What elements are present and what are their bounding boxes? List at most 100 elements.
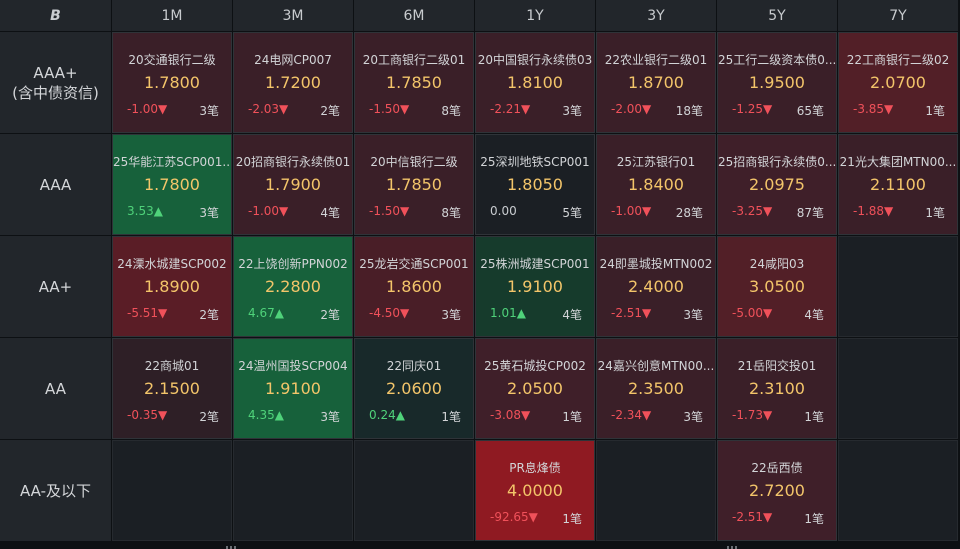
bond-cell[interactable]: 24咸阳03 3.0500 -5.00▼ 4笔 [717,236,837,337]
trade-count: 3笔 [562,104,582,118]
yield-change: -1.00▼ [127,102,168,116]
column-header-6m[interactable]: 6M [354,0,474,31]
trade-count: 2笔 [199,308,219,322]
bond-cell[interactable]: 20工商银行二级01 1.7850 -1.50▼ 8笔 [354,32,474,133]
bond-name: 25龙岩交通SCP001 [359,257,469,271]
trade-count: 4笔 [804,308,824,322]
bond-cell[interactable]: 20交通银行二级 1.7800 -1.00▼ 3笔 [112,32,232,133]
bond-cell[interactable]: 25龙岩交通SCP001 1.8600 -4.50▼ 3笔 [354,236,474,337]
bond-yield: 2.0500 [507,379,563,398]
yield-change: -92.65▼ [490,510,538,524]
bond-name: 25深圳地铁SCP001 [480,155,590,169]
yield-change: -2.51▼ [611,306,652,320]
trade-count: 28笔 [675,206,703,220]
trade-count: 2笔 [320,308,340,322]
bond-yield: 1.9100 [507,277,563,296]
bond-cell[interactable]: 22商城01 2.1500 -0.35▼ 2笔 [112,338,232,439]
trade-count: 1笔 [804,410,824,424]
bond-yield: 1.7850 [386,73,442,92]
yield-change: 0.24▲ [369,408,405,422]
yield-change: -0.35▼ [127,408,168,422]
trade-count: 3笔 [320,410,340,424]
bond-name: 22商城01 [144,359,200,373]
bond-cell[interactable]: 22工商银行二级02 2.0700 -3.85▼ 1笔 [838,32,958,133]
yield-change: 4.67▲ [248,306,284,320]
bond-cell[interactable]: 25招商银行永续债0... 2.0975 -3.25▼ 87笔 [717,134,837,235]
yield-change: -1.50▼ [369,102,410,116]
bond-cell[interactable]: 20中信银行二级 1.7850 -1.50▼ 8笔 [354,134,474,235]
yield-change: 1.01▲ [490,306,526,320]
app-logo-icon: B [0,0,111,31]
column-header-3m[interactable]: 3M [233,0,353,31]
bond-cell[interactable]: 21光大集团MTN00... 2.1100 -1.88▼ 1笔 [838,134,958,235]
bond-cell[interactable]: 20中国银行永续债03 1.8100 -2.21▼ 3笔 [475,32,595,133]
bond-yield: 2.0700 [870,73,926,92]
bond-yield: 1.7200 [265,73,321,92]
bond-cell[interactable]: 25工行二级资本债0... 1.9500 -1.25▼ 65笔 [717,32,837,133]
bond-name: 22工商银行二级02 [846,53,950,67]
bond-cell[interactable]: 22上饶创新PPN002 2.2800 4.67▲ 2笔 [233,236,353,337]
bond-name: 24嘉兴创意MTN00... [597,359,715,373]
bond-cell[interactable]: 24嘉兴创意MTN00... 2.3500 -2.34▼ 3笔 [596,338,716,439]
row-label: AAA+ (含中债资信) [0,32,111,133]
bond-cell[interactable]: 25华能江苏SCP001... 1.7800 3.53▲ 3笔 [112,134,232,235]
bond-cell[interactable]: 22农业银行二级01 1.8700 -2.00▼ 18笔 [596,32,716,133]
row-label: AAA [0,134,111,235]
bond-name: 25黄石城投CP002 [484,359,586,373]
bond-yield: 2.4000 [628,277,684,296]
bond-name: 21岳阳交投01 [737,359,817,373]
trade-count: 1笔 [925,104,945,118]
yield-change: -5.51▼ [127,306,168,320]
bond-cell[interactable]: 24溧水城建SCP002 1.8900 -5.51▼ 2笔 [112,236,232,337]
bond-name: 24咸阳03 [749,257,805,271]
resize-handle-left[interactable] [226,546,238,549]
bond-cell[interactable]: 25黄石城投CP002 2.0500 -3.08▼ 1笔 [475,338,595,439]
bond-name: 25株洲城建SCP001 [480,257,590,271]
trade-count: 1笔 [925,206,945,220]
trade-count: 8笔 [441,206,461,220]
empty-cell [838,236,958,337]
column-header-7y[interactable]: 7Y [838,0,958,31]
bond-yield: 2.3100 [749,379,805,398]
empty-cell [838,440,958,541]
bond-yield: 1.8700 [628,73,684,92]
bond-cell[interactable]: 21岳阳交投01 2.3100 -1.73▼ 1笔 [717,338,837,439]
bond-yield: 1.7850 [386,175,442,194]
bond-cell[interactable]: 20招商银行永续债01 1.7900 -1.00▼ 4笔 [233,134,353,235]
trade-count: 3笔 [199,104,219,118]
bond-cell[interactable]: 25株洲城建SCP001 1.9100 1.01▲ 4笔 [475,236,595,337]
bond-cell[interactable]: 24即墨城投MTN002 2.4000 -2.51▼ 3笔 [596,236,716,337]
bond-cell[interactable]: PR息烽债 4.0000 -92.65▼ 1笔 [475,440,595,541]
bond-name: 25工行二级资本债0... [718,53,836,67]
trade-count: 18笔 [675,104,703,118]
resize-handle-right[interactable] [727,546,739,549]
trade-count: 4笔 [320,206,340,220]
yield-change: -5.00▼ [732,306,773,320]
column-header-1m[interactable]: 1M [112,0,232,31]
column-header-5y[interactable]: 5Y [717,0,837,31]
trade-count: 3笔 [683,308,703,322]
bond-cell[interactable]: 25江苏银行01 1.8400 -1.00▼ 28笔 [596,134,716,235]
yield-change: -1.73▼ [732,408,773,422]
column-header-1y[interactable]: 1Y [475,0,595,31]
trade-count: 3笔 [441,308,461,322]
bond-cell[interactable]: 22同庆01 2.0600 0.24▲ 1笔 [354,338,474,439]
yield-change: 4.35▲ [248,408,284,422]
bond-yield: 2.0600 [386,379,442,398]
bond-yield: 2.3500 [628,379,684,398]
bond-name: PR息烽债 [509,461,561,475]
trade-count: 2笔 [199,410,219,424]
column-header-3y[interactable]: 3Y [596,0,716,31]
bond-cell[interactable]: 25深圳地铁SCP001 1.8050 0.00 5笔 [475,134,595,235]
yield-change: -1.25▼ [732,102,773,116]
yield-change: -4.50▼ [369,306,410,320]
bond-cell[interactable]: 22岳西债 2.7200 -2.51▼ 1笔 [717,440,837,541]
bond-name: 22上饶创新PPN002 [238,257,348,271]
trade-count: 65笔 [796,104,824,118]
yield-change: -1.00▼ [248,204,289,218]
bond-cell[interactable]: 24温州国投SCP004 1.9100 4.35▲ 3笔 [233,338,353,439]
empty-cell [596,440,716,541]
bond-name: 22农业银行二级01 [604,53,708,67]
bond-cell[interactable]: 24电网CP007 1.7200 -2.03▼ 2笔 [233,32,353,133]
row-label: AA+ [0,236,111,337]
